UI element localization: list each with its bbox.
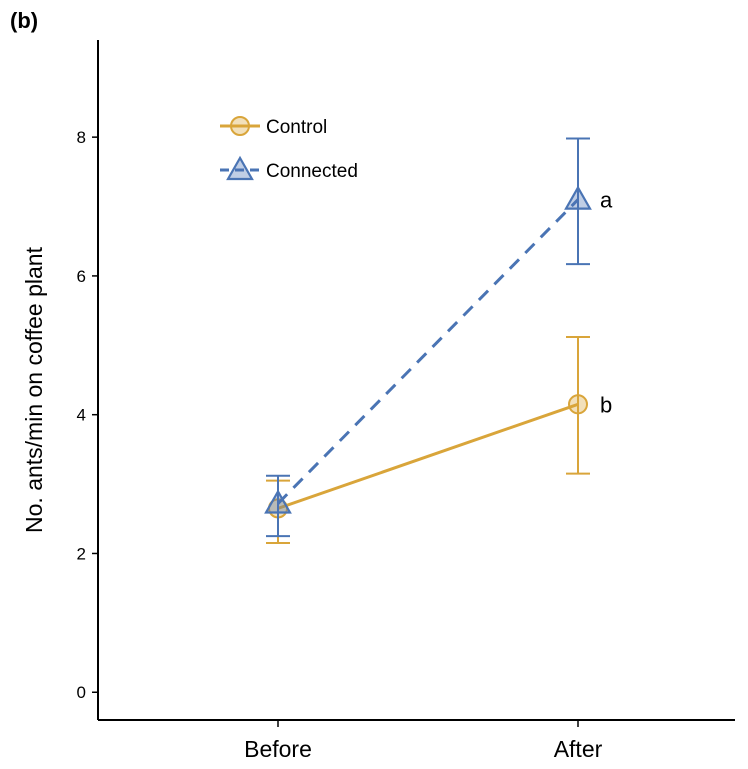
y-tick-label: 4 <box>77 406 86 425</box>
data-point <box>264 489 292 514</box>
y-axis-ticks: 0 2 4 6 8 <box>77 128 98 702</box>
significance-label: a <box>600 188 613 213</box>
legend: Control Connected <box>220 116 358 182</box>
axes <box>97 40 735 721</box>
legend-label: Connected <box>266 161 358 182</box>
significance-label: b <box>600 392 612 417</box>
data-point <box>568 394 588 415</box>
data-point <box>564 185 592 210</box>
y-tick-label: 0 <box>77 683 86 702</box>
y-axis-title: No. ants/min on coffee plant <box>21 246 47 533</box>
x-axis-ticks: Before After <box>244 720 603 762</box>
legend-marker <box>230 116 250 136</box>
y-tick-label: 6 <box>77 267 86 286</box>
series-control: b <box>266 335 612 545</box>
series-line <box>276 198 580 505</box>
x-tick-label: Before <box>244 736 312 762</box>
y-tick-label: 2 <box>77 544 86 563</box>
legend-label: Control <box>266 117 327 138</box>
y-tick-label: 8 <box>77 128 86 147</box>
legend-item-connected: Connected <box>220 155 358 182</box>
legend-marker <box>226 155 254 181</box>
legend-item-control: Control <box>220 116 327 138</box>
series-line <box>277 402 579 510</box>
panel-label: (b) <box>10 8 38 33</box>
series-connected: a <box>264 137 613 538</box>
series-layer: ba <box>264 137 613 545</box>
x-tick-label: After <box>554 736 603 762</box>
